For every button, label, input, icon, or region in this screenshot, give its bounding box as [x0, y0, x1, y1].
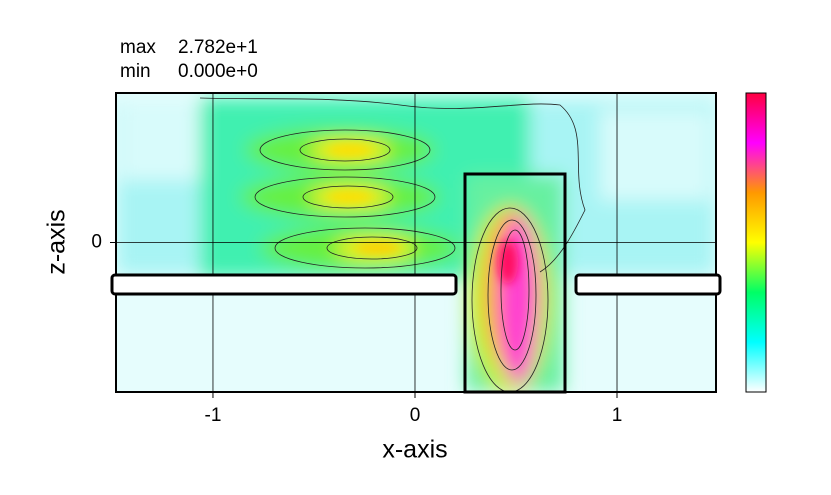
- x-tick-label: 1: [612, 405, 623, 426]
- field: [116, 93, 716, 392]
- x-tick-label: 0: [410, 405, 421, 426]
- waveguide-box: [463, 172, 567, 394]
- y-axis-label: z-axis: [43, 209, 71, 274]
- colorbar: [745, 92, 767, 393]
- min-label: min: [120, 61, 151, 82]
- y-tick-label: 0: [91, 232, 102, 253]
- slab-left: [110, 273, 458, 296]
- max-value: 2.782e+1: [178, 37, 258, 58]
- slab-right: [574, 273, 722, 296]
- x-tick-label: -1: [205, 405, 222, 426]
- min-value: 0.000e+0: [178, 61, 258, 82]
- max-label: max: [120, 37, 156, 58]
- x-axis-label: x-axis: [382, 436, 447, 464]
